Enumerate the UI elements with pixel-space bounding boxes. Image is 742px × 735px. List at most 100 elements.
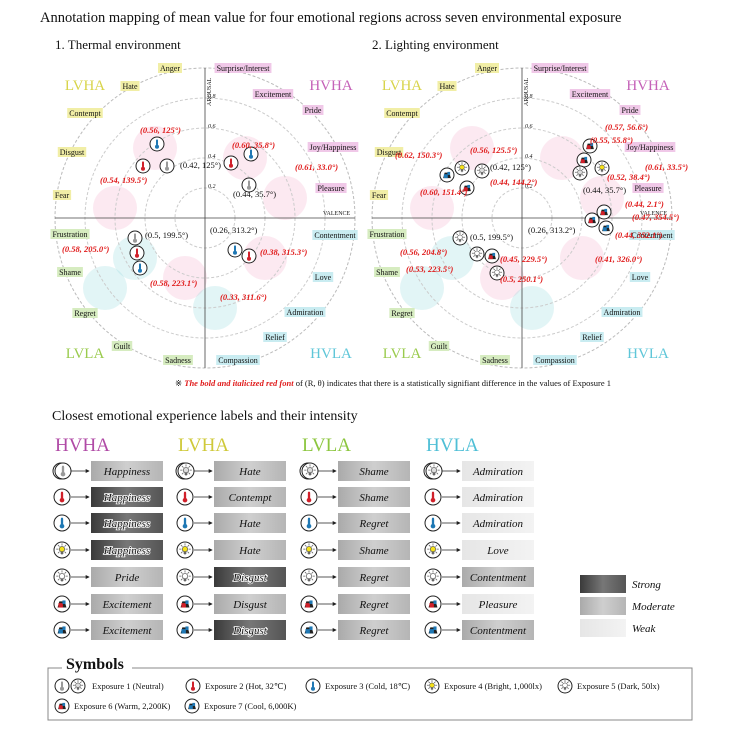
lamp-shade2 <box>309 626 313 630</box>
tick-label: 0.2 <box>208 184 216 190</box>
emotion-bg <box>263 332 287 342</box>
quadrant-label: HVHA <box>309 78 352 94</box>
symbol-label: Exposure 6 (Warm, 2,200K) <box>74 701 171 711</box>
bulb-base <box>60 578 64 581</box>
emotion-cell: Hate <box>238 545 261 557</box>
emotion-label: Pride <box>302 105 324 115</box>
emotion-bg <box>312 272 334 282</box>
lamp-shade <box>305 629 310 634</box>
emotion-text: Fear <box>55 191 70 200</box>
bulb-ray <box>458 163 461 166</box>
blob <box>450 126 494 170</box>
bulb-ray <box>305 465 308 468</box>
bulb-ray <box>561 681 564 684</box>
arousal-label: AROUSAL <box>207 77 213 106</box>
emotion-bg <box>158 63 182 73</box>
lamp-shade2 <box>62 626 66 630</box>
annotation: (0.44, 144.2°) <box>490 177 537 187</box>
thermo-bulb <box>182 497 188 503</box>
bulb-ray <box>180 544 183 547</box>
bulb <box>562 682 568 688</box>
emotion-bg <box>629 272 651 282</box>
bulb <box>479 167 485 173</box>
bulb-ray <box>581 174 584 177</box>
icon <box>53 514 71 532</box>
blob <box>400 266 444 310</box>
annotation: (0.56, 204.8°) <box>400 247 447 257</box>
icon <box>53 541 71 559</box>
lamp-shade2 <box>606 224 610 228</box>
icon <box>424 678 440 694</box>
icon <box>176 621 194 639</box>
legend-label: Weak <box>632 623 657 635</box>
thermo-bulb <box>137 268 143 273</box>
emotion-label: Anger <box>158 63 182 73</box>
emotion-label: Joy/Happiness <box>624 142 676 152</box>
emotion-bg <box>252 89 294 99</box>
bulb <box>457 234 463 240</box>
bulb-ray <box>180 571 183 574</box>
emotion-label: Shame <box>57 267 83 277</box>
bulb-ray <box>463 169 466 172</box>
annotation: (0.52, 38.4°) <box>607 172 650 182</box>
emotion-text: Contentment <box>631 231 673 240</box>
valence-label: VALENCE <box>323 211 351 217</box>
intensity-box <box>462 487 534 507</box>
annotation: (0.61, 33.0°) <box>295 162 338 172</box>
emotion-cell: Happiness <box>103 518 150 530</box>
emotion-bg <box>389 308 415 318</box>
quadrant-label: LVHA <box>382 78 422 94</box>
bulb-ray <box>188 465 191 468</box>
thermo-stem <box>165 161 169 168</box>
emotion-text: Admiration <box>604 308 641 317</box>
intensity-box <box>91 513 163 533</box>
symbols-box <box>47 667 693 721</box>
emotion-label: Regret <box>72 308 98 318</box>
icon <box>177 462 195 480</box>
icon <box>241 248 257 264</box>
emotion-label: Fear <box>369 190 389 200</box>
intensity-box <box>214 487 286 507</box>
bulb <box>306 546 312 553</box>
icon <box>176 541 194 559</box>
valence-label: VALENCE <box>640 211 668 217</box>
icon <box>54 678 70 694</box>
icon <box>300 488 318 506</box>
emotion-text: Anger <box>160 64 180 73</box>
emotion-text: Pleasure <box>634 184 662 193</box>
panel-title: 2. Lighting environment <box>372 37 499 52</box>
bulb-base <box>563 687 567 690</box>
emotion-text: Relief <box>265 333 285 342</box>
emotion-label: Shame <box>374 267 400 277</box>
blob <box>263 176 307 220</box>
lamp-shade2 <box>192 702 196 706</box>
thermo-bulb <box>60 471 66 477</box>
thermo-stem <box>141 161 145 168</box>
bulb-ray <box>57 578 60 581</box>
thermo-bulb <box>59 523 65 529</box>
bulb <box>474 250 480 256</box>
bulb-ray <box>598 163 601 166</box>
tick-label: 0.6 <box>525 124 533 130</box>
annotation: (0.42, 125°) <box>490 162 531 172</box>
bulb-base <box>60 551 64 554</box>
bulb-ray <box>181 472 184 475</box>
emotion-label: Anger <box>475 63 499 73</box>
emotion-bg <box>57 147 87 157</box>
emotion-cell: Hate <box>238 518 261 530</box>
lamp-shade <box>429 629 434 634</box>
note-part: of (R, θ) indicates that there is a stat… <box>294 378 611 388</box>
bulb-base <box>458 239 462 242</box>
emotion-label: Pleasure <box>315 183 347 193</box>
bulb-ray <box>187 551 190 554</box>
intensity-box <box>214 594 286 614</box>
blob <box>560 236 604 280</box>
bulb-ray <box>311 551 314 554</box>
emotion-text: Contempt <box>386 109 418 118</box>
bulb-ray <box>436 472 439 475</box>
emotion-text: Pleasure <box>317 184 345 193</box>
bulb-ray <box>57 544 60 547</box>
annotation: (0.62, 150.3°) <box>395 150 442 160</box>
lamp-shade <box>305 603 310 608</box>
thermo-stem <box>229 158 233 165</box>
